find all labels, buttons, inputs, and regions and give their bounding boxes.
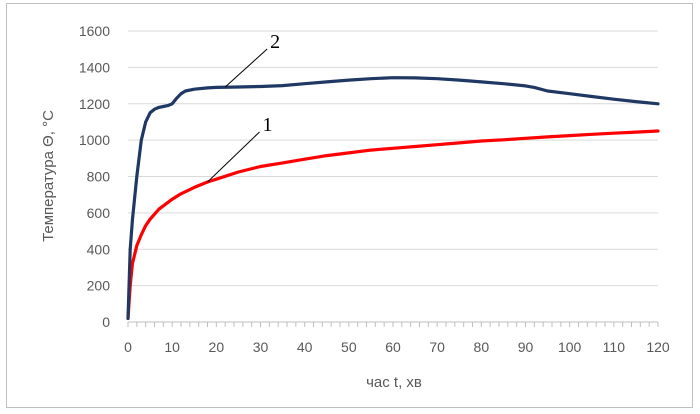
chart-frame [6,3,693,408]
y-tick-label: 200 [87,278,111,294]
callout-leader-2 [224,48,268,88]
x-axis-title: час t, хв [366,374,422,391]
callout-leader-1 [207,131,260,183]
series-line-2 [126,76,660,320]
x-tick-label: 110 [603,339,626,355]
x-tick-label: 120 [646,339,670,355]
gridlines [128,30,658,287]
series-callouts: 21 [207,31,280,183]
y-tick-label: 600 [87,205,111,221]
x-tick-label: 10 [164,339,180,355]
callout-label-2: 2 [270,31,280,53]
y-tick-label: 1600 [79,23,110,39]
x-tick-label: 70 [429,339,445,355]
y-tick-label: 1400 [79,59,110,75]
x-tick-label: 30 [253,339,269,355]
axes [127,321,659,327]
y-tick-label: 1000 [79,132,110,148]
x-tick-label: 50 [341,339,357,355]
series-lines [126,76,660,320]
x-tick-label: 90 [518,339,534,355]
series-line-1 [126,129,660,320]
x-tick-label: 40 [297,339,313,355]
x-tick-label: 60 [385,339,401,355]
y-tick-label: 800 [87,169,111,185]
y-tick-label: 400 [87,241,111,257]
y-axis-title: Температура Θ, °C [40,110,57,242]
x-tick-label: 80 [474,339,490,355]
tick-labels: 0 200 400 600 800 1000 1200 1400 1600 0 10 20 30 40 50… [79,23,670,355]
x-tick-label: 100 [558,339,582,355]
callout-label-1: 1 [263,114,273,136]
y-tick-label: 1200 [79,96,110,112]
y-tick-label: 0 [102,314,110,330]
x-tick-label: 20 [209,339,225,355]
x-tick-label: 0 [124,339,132,355]
